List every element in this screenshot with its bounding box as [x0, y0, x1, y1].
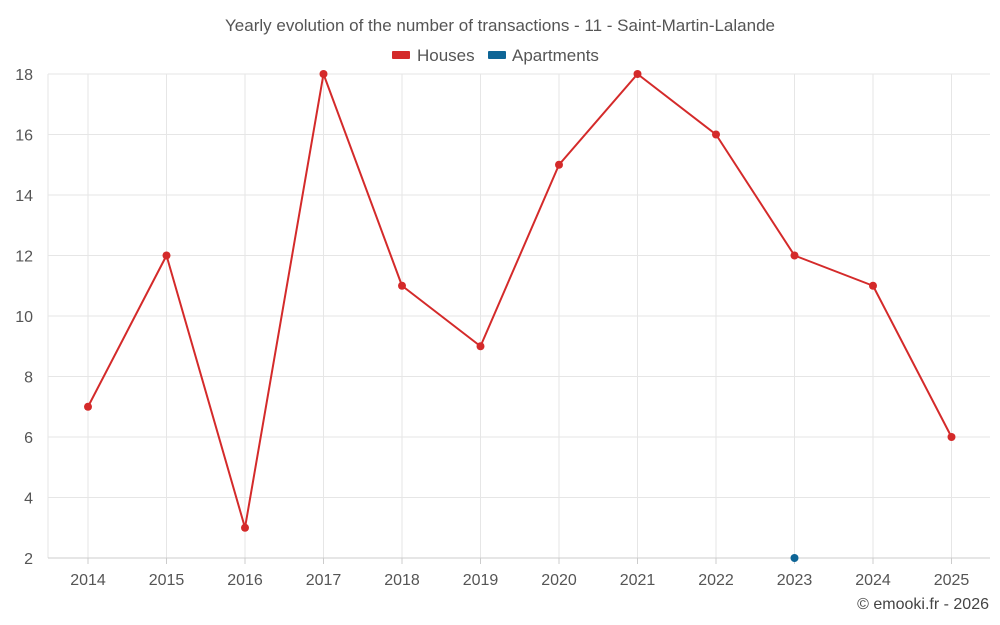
x-tick-label: 2025 — [934, 572, 970, 589]
data-point-apartments[interactable] — [790, 554, 799, 562]
legend-swatch-houses — [392, 51, 410, 59]
x-tick-label: 2017 — [306, 572, 342, 589]
data-point-houses[interactable] — [84, 402, 92, 411]
grid — [48, 73, 990, 558]
data-point-houses[interactable] — [319, 70, 328, 78]
y-tick-label: 16 — [15, 128, 33, 145]
data-point-houses[interactable] — [712, 130, 720, 139]
series-line-houses — [87, 73, 953, 529]
legend-item-houses[interactable]: Houses — [392, 46, 475, 65]
x-tick-label: 2021 — [620, 572, 656, 589]
legend-swatch-apartments — [488, 51, 506, 59]
series-apartments — [790, 554, 799, 562]
y-tick-label: 14 — [15, 188, 33, 205]
x-tick-label: 2023 — [777, 572, 813, 589]
x-tick-label: 2014 — [70, 572, 106, 589]
data-point-houses[interactable] — [555, 160, 563, 169]
data-point-houses[interactable] — [633, 70, 642, 78]
legend-label-apartments: Apartments — [512, 46, 599, 65]
legend: Houses Apartments — [392, 46, 599, 65]
data-point-houses[interactable] — [162, 251, 171, 260]
y-tick-label: 18 — [15, 67, 33, 84]
data-point-houses[interactable] — [398, 281, 406, 290]
series-houses — [84, 70, 956, 532]
y-tick-label: 8 — [24, 370, 33, 387]
chart-title: Yearly evolution of the number of transa… — [225, 16, 775, 35]
data-point-houses[interactable] — [790, 251, 799, 260]
x-tick-label: 2015 — [149, 572, 185, 589]
legend-item-apartments[interactable]: Apartments — [488, 46, 599, 65]
y-tick-label: 10 — [15, 309, 33, 326]
y-tick-label: 12 — [15, 249, 33, 266]
data-point-houses[interactable] — [241, 523, 249, 532]
data-point-houses[interactable] — [947, 433, 956, 441]
data-point-houses[interactable] — [869, 281, 877, 290]
x-axis: 2014 2015 2016 2017 2018 2019 2020 2021 2022 2023… — [48, 557, 990, 589]
x-tick-label: 2020 — [541, 572, 577, 589]
x-tick-label: 2022 — [698, 572, 734, 589]
y-tick-label: 6 — [24, 430, 33, 447]
data-point-houses[interactable] — [476, 342, 485, 351]
x-tick-label: 2016 — [227, 572, 263, 589]
series-layer — [84, 70, 956, 562]
y-axis: 2 4 6 8 10 12 14 16 18 — [15, 67, 49, 568]
x-tick-label: 2024 — [855, 572, 891, 589]
x-tick-label: 2019 — [463, 572, 499, 589]
y-tick-label: 4 — [24, 491, 33, 508]
y-tick-label: 2 — [24, 551, 33, 568]
x-tick-label: 2018 — [384, 572, 420, 589]
credit: © emooki.fr - 2026 — [857, 596, 989, 613]
legend-label-houses: Houses — [417, 46, 475, 65]
